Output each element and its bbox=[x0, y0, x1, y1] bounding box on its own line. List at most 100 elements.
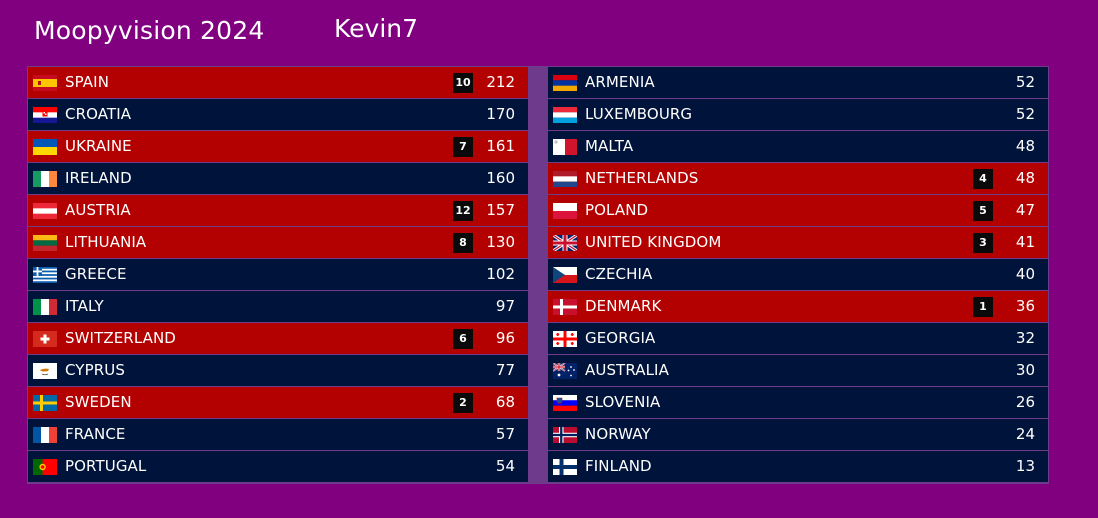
scoreboard-row-spain: SPAIN 10 212 bbox=[28, 67, 528, 98]
country-name: SLOVENIA bbox=[585, 393, 661, 411]
scoreboard-left-column: SPAIN 10 212 CROATIA 170 UKRAINE 7 161 IRELAND 16… bbox=[28, 67, 528, 483]
flag-gb-icon bbox=[553, 235, 577, 251]
total-score: 57 bbox=[495, 425, 515, 443]
total-score: 160 bbox=[486, 169, 515, 187]
country-name: GREECE bbox=[65, 265, 127, 283]
total-score: 68 bbox=[495, 393, 515, 411]
points-awarded-badge: 8 bbox=[453, 233, 473, 253]
points-awarded-badge: 1 bbox=[973, 297, 993, 317]
flag-ch-icon bbox=[33, 331, 57, 347]
total-score: 161 bbox=[486, 137, 515, 155]
flag-ie-icon bbox=[33, 171, 57, 187]
flag-it-icon bbox=[33, 299, 57, 315]
points-awarded-badge: 6 bbox=[453, 329, 473, 349]
flag-pl-icon bbox=[553, 203, 577, 219]
flag-mt-icon bbox=[553, 139, 577, 155]
country-name: SPAIN bbox=[65, 73, 110, 91]
scoreboard-row-netherlands: NETHERLANDS 4 48 bbox=[548, 163, 1048, 194]
total-score: 170 bbox=[486, 105, 515, 123]
scoreboard-row-australia: AUSTRALIA 30 bbox=[548, 355, 1048, 386]
country-name: AUSTRALIA bbox=[585, 361, 669, 379]
country-name: LUXEMBOURG bbox=[585, 105, 693, 123]
scoreboard-row-malta: MALTA 48 bbox=[548, 131, 1048, 162]
contest-title: Moopyvision 2024 bbox=[34, 16, 265, 45]
country-name: AUSTRIA bbox=[65, 201, 131, 219]
flag-au-icon bbox=[553, 363, 577, 379]
scoreboard-row-czechia: CZECHIA 40 bbox=[548, 259, 1048, 290]
total-score: 212 bbox=[486, 73, 515, 91]
country-name: FINLAND bbox=[585, 457, 652, 475]
points-awarded-badge: 2 bbox=[453, 393, 473, 413]
country-name: FRANCE bbox=[65, 425, 126, 443]
scoreboard-row-italy: ITALY 97 bbox=[28, 291, 528, 322]
flag-dk-icon bbox=[553, 299, 577, 315]
total-score: 130 bbox=[486, 233, 515, 251]
scoreboard-row-slovenia: SLOVENIA 26 bbox=[548, 387, 1048, 418]
flag-am-icon bbox=[553, 75, 577, 91]
total-score: 24 bbox=[1015, 425, 1035, 443]
total-score: 48 bbox=[1015, 169, 1035, 187]
total-score: 40 bbox=[1015, 265, 1035, 283]
flag-at-icon bbox=[33, 203, 57, 219]
flag-cz-icon bbox=[553, 267, 577, 283]
country-name: NORWAY bbox=[585, 425, 651, 443]
country-name: ITALY bbox=[65, 297, 104, 315]
points-awarded-badge: 10 bbox=[453, 73, 473, 93]
scoreboard-row-france: FRANCE 57 bbox=[28, 419, 528, 450]
country-name: IRELAND bbox=[65, 169, 132, 187]
country-name: ARMENIA bbox=[585, 73, 655, 91]
flag-es-icon bbox=[33, 75, 57, 91]
country-name: CYPRUS bbox=[65, 361, 125, 379]
scoreboard-row-switzerland: SWITZERLAND 6 96 bbox=[28, 323, 528, 354]
total-score: 48 bbox=[1015, 137, 1035, 155]
flag-lt-icon bbox=[33, 235, 57, 251]
total-score: 54 bbox=[495, 457, 515, 475]
total-score: 36 bbox=[1015, 297, 1035, 315]
total-score: 77 bbox=[495, 361, 515, 379]
country-name: UNITED KINGDOM bbox=[585, 233, 722, 251]
points-awarded-badge: 5 bbox=[973, 201, 993, 221]
flag-fr-icon bbox=[33, 427, 57, 443]
scoreboard-row-croatia: CROATIA 170 bbox=[28, 99, 528, 130]
country-name: PORTUGAL bbox=[65, 457, 147, 475]
total-score: 47 bbox=[1015, 201, 1035, 219]
scoreboard-row-georgia: GEORGIA 32 bbox=[548, 323, 1048, 354]
country-name: UKRAINE bbox=[65, 137, 132, 155]
scoreboard-row-greece: GREECE 102 bbox=[28, 259, 528, 290]
flag-ua-icon bbox=[33, 139, 57, 155]
country-name: POLAND bbox=[585, 201, 649, 219]
country-name: CROATIA bbox=[65, 105, 132, 123]
total-score: 102 bbox=[486, 265, 515, 283]
flag-nl-icon bbox=[553, 171, 577, 187]
country-name: NETHERLANDS bbox=[585, 169, 699, 187]
points-awarded-badge: 7 bbox=[453, 137, 473, 157]
country-name: MALTA bbox=[585, 137, 634, 155]
country-name: DENMARK bbox=[585, 297, 662, 315]
country-name: LITHUANIA bbox=[65, 233, 147, 251]
total-score: 97 bbox=[495, 297, 515, 315]
scoreboard-row-portugal: PORTUGAL 54 bbox=[28, 451, 528, 482]
flag-lu-icon bbox=[553, 107, 577, 123]
flag-fi-icon bbox=[553, 459, 577, 475]
country-name: GEORGIA bbox=[585, 329, 656, 347]
scoreboard-row-ireland: IRELAND 160 bbox=[28, 163, 528, 194]
scoreboard-row-ukraine: UKRAINE 7 161 bbox=[28, 131, 528, 162]
scoreboard-right-column: ARMENIA 52 LUXEMBOURG 52 MALTA 48 NETHERLANDS 4… bbox=[548, 67, 1048, 483]
flag-hr-icon bbox=[33, 107, 57, 123]
scoreboard-row-denmark: DENMARK 1 36 bbox=[548, 291, 1048, 322]
flag-ge-icon bbox=[553, 331, 577, 347]
total-score: 41 bbox=[1015, 233, 1035, 251]
points-awarded-badge: 3 bbox=[973, 233, 993, 253]
total-score: 157 bbox=[486, 201, 515, 219]
total-score: 26 bbox=[1015, 393, 1035, 411]
scoreboard-row-lithuania: LITHUANIA 8 130 bbox=[28, 227, 528, 258]
points-awarded-badge: 4 bbox=[973, 169, 993, 189]
flag-pt-icon bbox=[33, 459, 57, 475]
voting-user: Kevin7 bbox=[334, 14, 419, 43]
total-score: 13 bbox=[1015, 457, 1035, 475]
total-score: 52 bbox=[1015, 73, 1035, 91]
scoreboard-row-united-kingdom: UNITED KINGDOM 3 41 bbox=[548, 227, 1048, 258]
country-name: CZECHIA bbox=[585, 265, 653, 283]
total-score: 96 bbox=[495, 329, 515, 347]
